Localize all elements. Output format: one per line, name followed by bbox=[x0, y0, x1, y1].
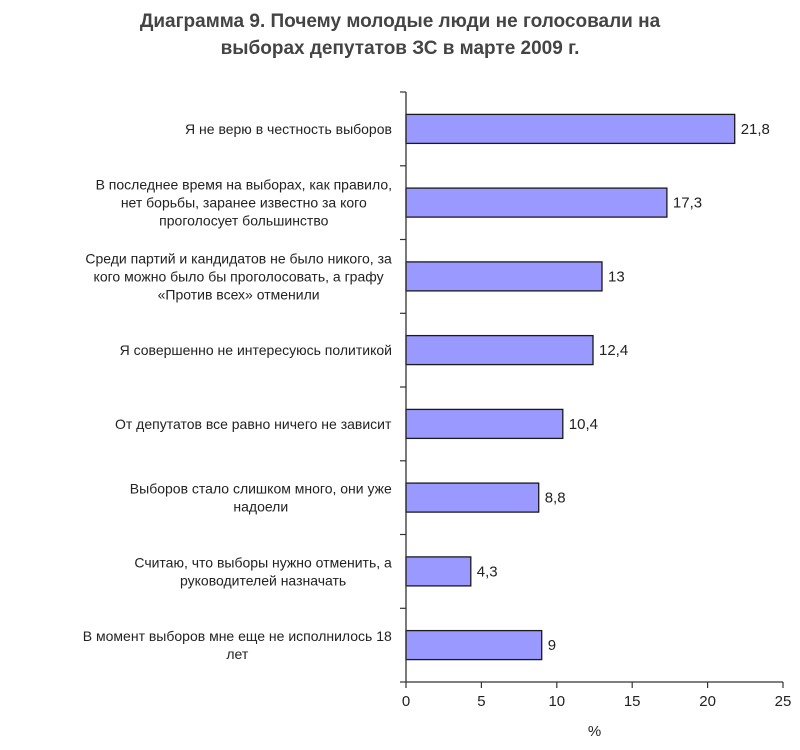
category-label-line: руководителей назначать bbox=[180, 572, 346, 588]
category-label: Считаю, что выборы нужно отменить, а руко… bbox=[134, 554, 392, 588]
value-label: 9 bbox=[548, 637, 556, 654]
bar bbox=[405, 187, 668, 218]
x-tick-label: 5 bbox=[477, 693, 485, 710]
x-tick-label: 10 bbox=[548, 693, 565, 710]
category-label: Я не верю в честность выборов bbox=[185, 121, 392, 137]
bar bbox=[405, 261, 603, 292]
category-label: Среди партий и кандидатов не было никого… bbox=[85, 250, 392, 302]
value-label: 13 bbox=[608, 268, 625, 285]
category-label-line: кого можно было бы проголосовать, а граф… bbox=[94, 268, 384, 284]
chart-title: Диаграмма 9. Почему молодые люди не голо… bbox=[0, 8, 800, 62]
value-label: 8,8 bbox=[545, 490, 566, 507]
x-tick-label: 15 bbox=[624, 693, 641, 710]
bar bbox=[405, 482, 540, 513]
category-label-line: Выборов стало слишком много, они уже bbox=[130, 481, 392, 497]
chart-title-line: Диаграмма 9. Почему молодые люди не голо… bbox=[139, 11, 661, 32]
bar bbox=[405, 113, 736, 145]
x-tick-label: 20 bbox=[699, 693, 716, 710]
value-label: 4,3 bbox=[477, 563, 498, 580]
category-label-line: «Против всех» отменили bbox=[158, 286, 320, 302]
value-label: 21,8 bbox=[741, 121, 770, 138]
chart-title-line: выборах депутатов ЗС в марте 2009 г. bbox=[220, 38, 580, 59]
bar bbox=[405, 334, 594, 366]
x-tick-label: 25 bbox=[775, 693, 792, 710]
x-tick-label: 0 bbox=[402, 693, 410, 710]
category-label-line: В момент выборов мне еще не исполнилось … bbox=[83, 628, 392, 644]
category-label-line: Среди партий и кандидатов не было никого… bbox=[85, 250, 392, 266]
bar bbox=[405, 629, 543, 661]
category-label-line: Я совершенно не интересуюсь политикой bbox=[120, 342, 392, 358]
value-label: 17,3 bbox=[673, 195, 702, 212]
category-label: В последнее время на выборах, как правил… bbox=[96, 177, 392, 229]
bar bbox=[405, 556, 472, 587]
x-axis-title: % bbox=[588, 723, 601, 740]
category-label-line: От депутатов все равно ничего не зависит bbox=[115, 416, 392, 432]
category-label-line: В последнее время на выборах, как правил… bbox=[96, 177, 392, 193]
value-label: 12,4 bbox=[599, 342, 628, 359]
category-label-line: надоели bbox=[233, 499, 288, 515]
category-label: Я совершенно не интересуюсь политикой bbox=[120, 342, 392, 358]
category-label-line: нет борьбы, заранее известно за кого bbox=[121, 195, 367, 211]
category-label-line: Считаю, что выборы нужно отменить, а bbox=[134, 554, 392, 570]
category-label: От депутатов все равно ничего не зависит bbox=[115, 416, 392, 432]
category-label: Выборов стало слишком много, они уже надо… bbox=[130, 481, 392, 515]
category-label: В момент выборов мне еще не исполнилось … bbox=[83, 628, 392, 662]
category-label-line: лет bbox=[226, 646, 248, 662]
category-label-line: проголосует большинство bbox=[159, 213, 328, 229]
value-label: 10,4 bbox=[569, 416, 598, 433]
category-label-line: Я не верю в честность выборов bbox=[185, 121, 392, 137]
bar bbox=[405, 408, 564, 440]
